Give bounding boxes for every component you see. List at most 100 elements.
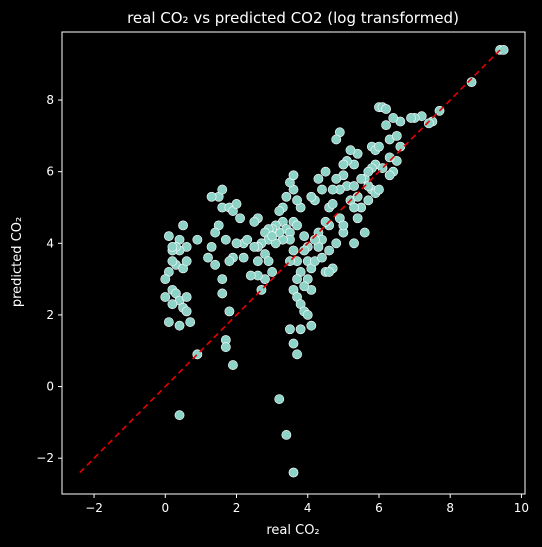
data-point xyxy=(224,306,235,317)
y-tick-label: 8 xyxy=(46,93,54,107)
data-point xyxy=(192,234,203,245)
data-point xyxy=(224,256,235,267)
data-point xyxy=(320,166,331,177)
y-tick-label: 0 xyxy=(46,380,54,394)
y-tick-label: −2 xyxy=(36,451,54,465)
x-tick-label: 2 xyxy=(233,501,241,515)
data-point xyxy=(345,145,356,156)
data-point xyxy=(174,410,185,421)
data-point xyxy=(327,199,338,209)
data-point xyxy=(231,199,242,209)
data-point xyxy=(160,292,171,302)
data-point xyxy=(331,238,342,249)
data-point xyxy=(356,173,367,184)
data-point xyxy=(217,288,228,299)
data-point xyxy=(349,202,359,213)
x-tick-label: −2 xyxy=(85,501,103,515)
data-point xyxy=(327,184,338,195)
data-point xyxy=(317,184,327,195)
data-point xyxy=(498,45,509,55)
data-point xyxy=(381,120,391,131)
data-point xyxy=(374,141,384,152)
data-point xyxy=(238,252,249,263)
data-point xyxy=(217,274,228,285)
data-point xyxy=(288,338,299,349)
data-point xyxy=(178,220,188,231)
data-point xyxy=(374,184,384,195)
data-point xyxy=(252,256,263,267)
data-point xyxy=(220,234,231,245)
x-tick-label: 0 xyxy=(161,501,169,515)
data-point xyxy=(210,227,221,238)
data-point xyxy=(231,238,242,249)
data-point xyxy=(249,241,260,252)
data-point xyxy=(313,173,324,184)
data-point xyxy=(349,238,359,249)
y-axis-label: predicted CO₂ xyxy=(10,217,25,307)
data-point xyxy=(185,317,196,327)
data-point xyxy=(181,306,192,317)
data-point xyxy=(288,245,299,256)
data-point xyxy=(388,113,399,123)
data-point xyxy=(381,104,391,114)
data-point xyxy=(363,166,374,177)
data-point xyxy=(167,256,178,267)
data-point xyxy=(349,181,359,191)
data-point xyxy=(274,206,285,216)
data-point xyxy=(288,170,299,181)
data-point xyxy=(363,195,374,206)
data-point xyxy=(352,213,363,224)
plot-frame xyxy=(61,31,526,495)
data-point xyxy=(384,170,395,181)
data-point xyxy=(338,159,349,170)
data-point xyxy=(210,259,221,270)
data-point xyxy=(181,292,192,302)
data-point xyxy=(245,270,256,281)
data-point xyxy=(281,430,292,440)
data-point xyxy=(281,191,292,202)
data-point xyxy=(160,274,171,285)
data-point xyxy=(174,320,185,331)
data-point xyxy=(292,220,302,231)
data-point xyxy=(235,213,245,224)
data-point xyxy=(249,216,260,227)
data-point xyxy=(203,252,213,263)
data-point xyxy=(292,195,302,206)
data-point xyxy=(423,118,434,129)
data-point xyxy=(206,241,217,252)
chart-title: real CO₂ vs predicted CO2 (log transform… xyxy=(127,9,459,27)
x-tick-label: 6 xyxy=(375,501,383,515)
x-tick-label: 8 xyxy=(446,501,454,515)
data-point xyxy=(317,252,327,263)
x-tick-label: 10 xyxy=(514,501,529,515)
data-point xyxy=(228,360,238,370)
data-point xyxy=(306,320,317,331)
data-point xyxy=(206,191,217,202)
y-tick-label: 6 xyxy=(46,165,54,179)
data-point xyxy=(181,256,192,267)
data-point xyxy=(285,324,295,335)
data-point xyxy=(406,113,416,123)
data-point xyxy=(359,227,370,238)
data-point xyxy=(263,256,274,267)
data-point xyxy=(324,267,335,277)
y-tick-label: 4 xyxy=(46,236,54,250)
x-tick-label: 4 xyxy=(304,501,312,515)
data-point xyxy=(217,184,228,195)
data-point xyxy=(292,349,302,360)
y-tick-label: 2 xyxy=(46,308,54,322)
data-point xyxy=(292,274,302,285)
data-point xyxy=(299,281,310,292)
data-point xyxy=(267,267,278,277)
axis-ticks: −2 0 2 4 6 8 10 −2 0 2 4 6 8 xyxy=(36,93,529,515)
data-point xyxy=(299,231,310,242)
data-point xyxy=(302,310,313,320)
data-point xyxy=(163,317,174,327)
data-point xyxy=(295,324,306,335)
data-point xyxy=(220,342,231,353)
data-point xyxy=(391,130,402,141)
data-point xyxy=(306,191,317,202)
x-axis-label: real CO₂ xyxy=(266,523,319,538)
data-point xyxy=(242,234,253,245)
data-point xyxy=(331,134,342,145)
